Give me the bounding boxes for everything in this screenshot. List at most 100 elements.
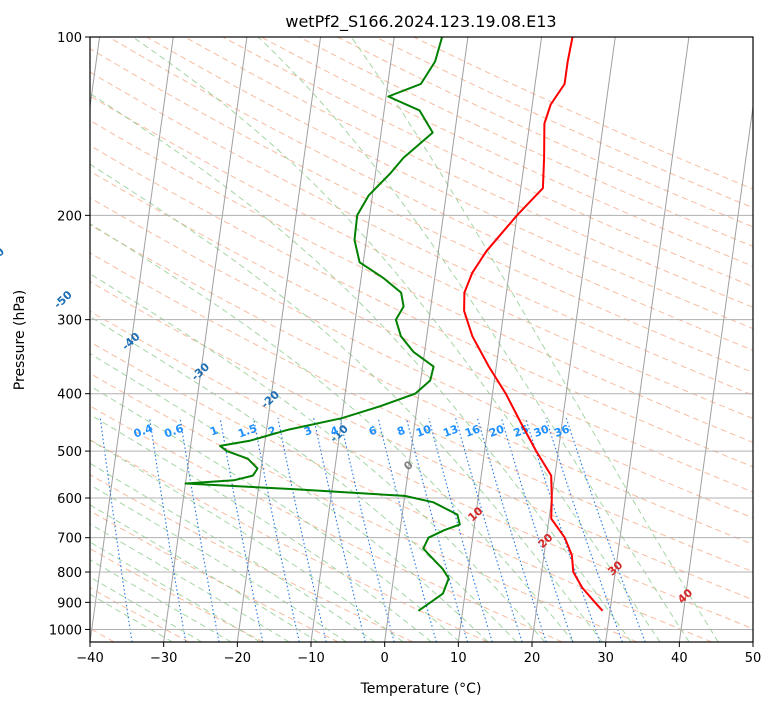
dry-adiabat-line — [90, 310, 753, 630]
isotherm-line — [90, 37, 101, 111]
y-tick-label: 700 — [57, 532, 82, 547]
mixing-ratio-label: 2 — [266, 424, 278, 439]
moist-adiabat-line — [90, 523, 290, 642]
isotherm-line — [457, 37, 543, 642]
y-tick-label: 600 — [57, 492, 82, 507]
plot-area: -100-90-80-70-60-50-40-30-20-10010203040… — [0, 36, 754, 643]
x-tick-label: −40 — [76, 651, 103, 666]
x-axis-ticks: −40 −30 −20 −10 0 10 20 30 40 50 — [76, 642, 761, 666]
moist-adiabat-line — [257, 37, 690, 642]
isotherm-line — [752, 638, 753, 642]
dry-adiabat-line — [90, 341, 712, 642]
x-tick-label: −30 — [150, 651, 177, 666]
isotherm-label: -50 — [51, 288, 75, 311]
moist-adiabat-line — [90, 92, 632, 642]
moist-adiabat-line — [350, 37, 719, 642]
mixing-ratio-label: 13 — [441, 422, 460, 439]
mixing-ratio-line — [219, 418, 264, 642]
mixing-ratio-label: 8 — [395, 424, 407, 439]
mixing-ratio-line — [545, 418, 623, 642]
y-tick-label: 200 — [57, 209, 82, 224]
isotherm-line — [531, 37, 616, 642]
isotherm-line — [605, 37, 690, 642]
mixing-ratio-line — [428, 418, 493, 642]
moist-adiabat-line — [90, 462, 376, 642]
mixing-ratio-label: 0.4 — [132, 422, 155, 441]
x-tick-label: 50 — [745, 651, 762, 666]
mixing-ratio-label: 0.6 — [162, 422, 185, 441]
dry-adiabat-line — [90, 405, 563, 642]
dry-adiabat-line — [90, 95, 753, 420]
chart-title: wetPf2_S166.2024.123.19.08.E13 — [285, 12, 556, 32]
dry-adiabat-line — [90, 224, 753, 545]
moist-adiabat-line — [90, 439, 404, 642]
dry-adiabat-line — [90, 170, 753, 493]
mixing-ratio-label: 30 — [532, 422, 551, 440]
moist-adiabat-line — [90, 593, 173, 642]
isotherm-line — [90, 37, 174, 642]
y-tick-label: 500 — [57, 445, 82, 460]
mixing-ratio-label: 6 — [367, 424, 379, 439]
y-tick-label: 900 — [57, 596, 82, 611]
moist-adiabat-line — [90, 223, 574, 642]
x-tick-label: 20 — [524, 651, 541, 666]
isotherm-line — [236, 37, 322, 642]
mixing-ratio-line — [179, 418, 220, 642]
dewpoint-trace — [184, 37, 461, 612]
mixing-ratio-line — [525, 418, 601, 642]
isotherm-line — [384, 37, 469, 642]
dry-adiabat-line — [90, 197, 753, 519]
isotherm-label: -60 — [0, 245, 7, 268]
mixing-ratio-label: 10 — [414, 422, 433, 440]
y-tick-label: 1000 — [49, 623, 82, 638]
mixing-ratio-line — [565, 418, 646, 642]
moist-adiabat-line — [90, 576, 203, 642]
dry-adiabat-line — [90, 548, 264, 642]
moist-adiabat-line — [90, 413, 432, 642]
sounding-traces — [184, 37, 604, 612]
mixing-ratio-label: 4 — [329, 424, 341, 439]
mixing-ratio-label: 36 — [552, 422, 571, 440]
isotherm-line — [163, 37, 248, 642]
mixing-ratio-line — [476, 418, 547, 642]
moist-adiabat-line — [90, 273, 546, 642]
mixing-ratio-label: 1 — [208, 424, 220, 439]
mixing-ratio-label: 25 — [512, 422, 531, 439]
background-lines — [90, 37, 753, 642]
y-tick-label: 400 — [57, 388, 82, 403]
mixing-ratio-line — [99, 418, 133, 642]
mixing-ratio-label: 20 — [487, 422, 506, 440]
x-tick-label: −20 — [224, 651, 251, 666]
mixing-ratio-label: 16 — [463, 422, 482, 440]
y-axis-ticks: 100 200 300 400 500 600 700 800 900 1000 — [49, 31, 90, 638]
mixing-ratio-line — [405, 418, 469, 642]
moist-adiabat-line — [132, 37, 661, 642]
dry-adiabat-line — [90, 71, 753, 396]
moist-adiabat-line — [90, 541, 261, 642]
x-tick-label: 10 — [450, 651, 467, 666]
x-tick-label: −10 — [297, 651, 324, 666]
temperature-trace — [463, 37, 604, 612]
mixing-ratio-line — [377, 418, 437, 642]
x-axis-title: Temperature (°C) — [360, 681, 482, 697]
moist-adiabat-line — [90, 385, 461, 642]
moist-adiabat-line — [90, 315, 517, 642]
y-tick-label: 800 — [57, 566, 82, 581]
dry-adiabat-line — [90, 281, 753, 601]
moist-adiabat-line — [90, 353, 489, 642]
moist-adiabat-line — [90, 163, 603, 642]
y-tick-label: 100 — [57, 31, 82, 46]
moist-adiabat-line — [90, 559, 232, 642]
mixing-ratio-line — [455, 418, 523, 642]
dry-adiabat-line — [90, 510, 339, 642]
y-axis-title: Pressure (hPa) — [12, 290, 28, 390]
x-tick-label: 40 — [671, 651, 688, 666]
mixing-ratio-line — [149, 418, 187, 642]
mixing-ratio-label: 1.5 — [236, 422, 259, 441]
mixing-ratio-labels: 0.4 0.6 1 1.5 2 3 4 6 8 10 13 16 20 25 30 36 — [132, 422, 572, 441]
mixing-ratio-label: 3 — [302, 424, 314, 439]
x-tick-label: 30 — [597, 651, 614, 666]
mixing-ratio-line — [500, 418, 574, 642]
isotherm-line — [678, 102, 753, 642]
